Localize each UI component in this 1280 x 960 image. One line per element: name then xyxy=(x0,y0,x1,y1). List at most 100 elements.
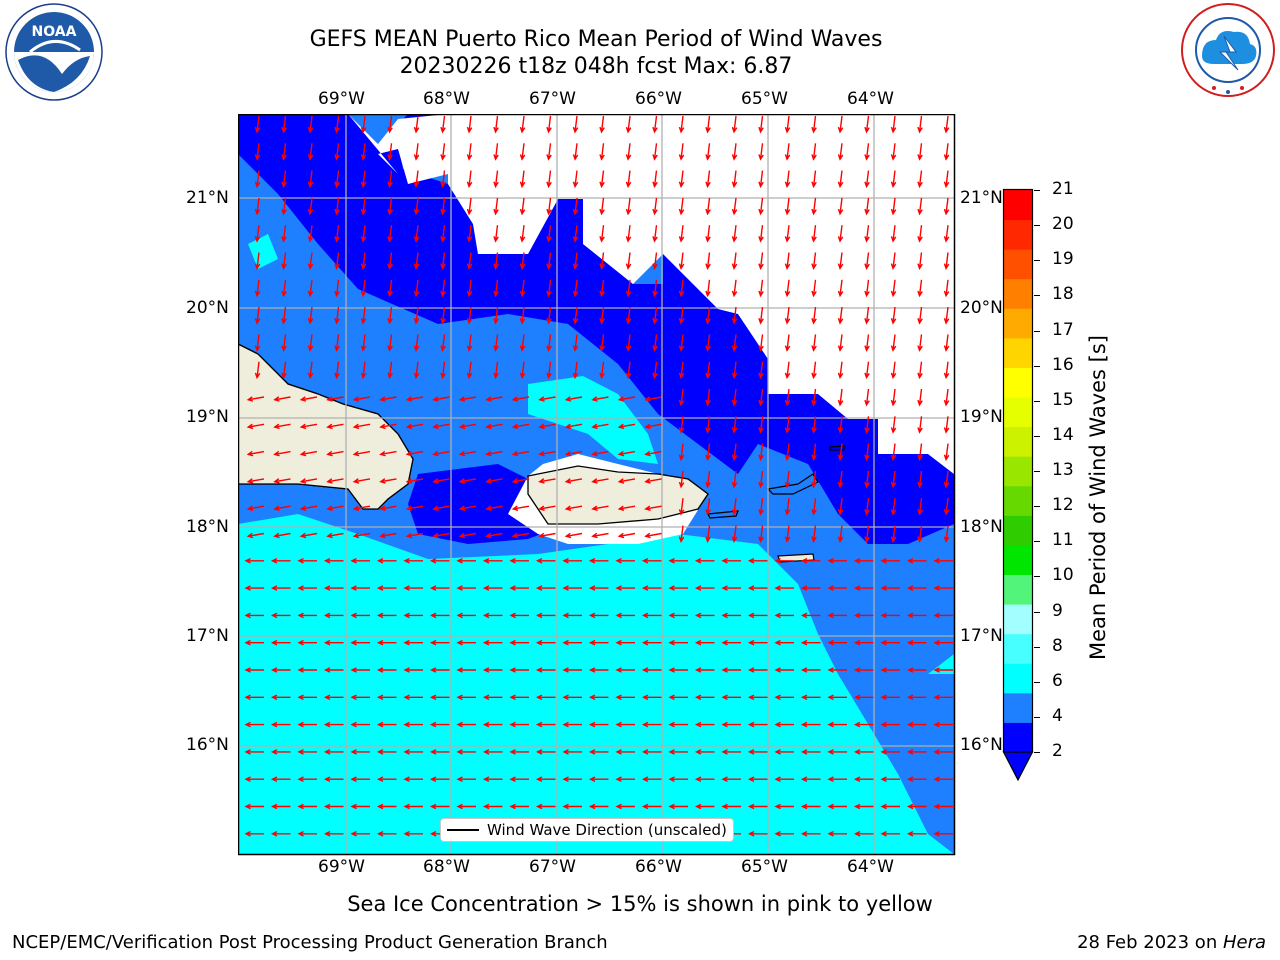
wind-arrow xyxy=(456,667,476,673)
wind-arrow xyxy=(694,749,715,755)
footer-date: 28 Feb 2023 on Hera xyxy=(1077,932,1266,954)
wind-arrow xyxy=(519,115,526,134)
wind-arrow xyxy=(270,557,291,564)
wind-arrow xyxy=(360,334,367,352)
wind-arrow xyxy=(837,197,844,216)
wind-arrow xyxy=(641,776,662,783)
wind-arrow xyxy=(323,612,344,619)
wind-arrow xyxy=(270,667,291,673)
lon-label-top-68: 68°W xyxy=(423,89,470,109)
wind-arrow xyxy=(880,667,900,673)
lat-label-left-20: 20°N xyxy=(186,298,229,318)
wind-arrow xyxy=(917,361,923,380)
wind-arrow xyxy=(625,361,632,380)
wind-arrow xyxy=(246,478,265,484)
wind-arrow xyxy=(538,396,556,402)
wind-arrow xyxy=(591,423,609,430)
colorbar-tick-label: 10 xyxy=(1052,565,1074,586)
wind-arrow xyxy=(588,612,609,619)
wind-arrow xyxy=(599,361,605,380)
wind-arrow xyxy=(350,721,370,728)
wind-arrow xyxy=(270,776,291,783)
wind-arrow xyxy=(731,470,738,489)
wind-arrow xyxy=(943,115,950,134)
wind-arrow xyxy=(617,450,636,457)
wind-arrow xyxy=(440,115,446,134)
wind-arrow xyxy=(837,443,844,462)
colorbar-swatch xyxy=(1004,544,1032,576)
wind-arrow xyxy=(933,830,953,837)
wind-arrow xyxy=(837,279,844,298)
colorbar-swatch xyxy=(1004,604,1032,635)
wind-arrow xyxy=(827,721,847,728)
wind-arrow xyxy=(281,225,287,243)
wind-arrow xyxy=(694,667,715,673)
wind-arrow xyxy=(864,388,870,407)
wind-arrow xyxy=(721,612,741,619)
wind-arrow xyxy=(326,532,344,539)
noaa-logo-text: NOAA xyxy=(32,24,77,40)
wind-arrow xyxy=(588,639,609,646)
wind-arrow xyxy=(281,143,287,161)
wind-arrow xyxy=(943,252,950,270)
wind-arrow xyxy=(350,749,370,755)
wind-arrow xyxy=(482,639,503,646)
wind-arrow xyxy=(668,721,688,728)
colorbar-tick-label: 13 xyxy=(1052,460,1074,480)
wind-arrow xyxy=(432,450,450,457)
wind-arrow xyxy=(811,279,817,298)
wind-arrow xyxy=(705,361,711,380)
wind-arrow xyxy=(299,532,318,539)
wind-arrow xyxy=(376,776,397,783)
wind-arrow xyxy=(429,776,450,783)
wind-arrow xyxy=(350,776,370,783)
wind-arrow xyxy=(917,470,923,489)
wind-arrow xyxy=(244,585,264,591)
wind-arrow xyxy=(482,776,503,783)
wind-arrow xyxy=(297,612,317,619)
wind-arrow xyxy=(827,803,847,810)
wind-arrow xyxy=(299,478,318,484)
wind-arrow xyxy=(323,830,344,837)
wind-arrow xyxy=(519,307,526,325)
wind-arrow xyxy=(615,639,635,646)
wind-arrow xyxy=(800,612,821,619)
wind-arrow xyxy=(297,694,317,701)
wind-arrow xyxy=(297,639,317,646)
wind-arrow xyxy=(270,749,291,755)
wind-arrow xyxy=(615,694,635,701)
wind-arrow xyxy=(880,830,900,837)
wind-arrow xyxy=(758,334,764,352)
wind-arrow xyxy=(403,667,423,673)
wind-arrow xyxy=(933,667,953,673)
wind-arrow xyxy=(254,170,261,189)
wind-arrow xyxy=(588,776,609,783)
wind-arrow xyxy=(334,334,340,352)
wind-arrow xyxy=(588,749,609,755)
wind-arrow xyxy=(837,361,844,380)
wind-arrow xyxy=(617,423,636,430)
wind-arrow xyxy=(546,197,552,216)
wind-arrow xyxy=(800,639,821,646)
wind-arrow xyxy=(456,749,476,755)
wind-arrow xyxy=(599,334,605,352)
wind-arrow xyxy=(705,225,711,243)
wind-arrow xyxy=(281,115,287,134)
wind-arrow xyxy=(933,585,953,591)
wind-arrow xyxy=(440,143,446,161)
colorbar-swatch xyxy=(1004,722,1032,753)
wind-arrow xyxy=(387,115,393,134)
wind-arrow xyxy=(864,470,870,489)
wind-arrow xyxy=(774,721,794,728)
wind-arrow xyxy=(864,498,870,516)
wind-arrow xyxy=(747,721,768,728)
wind-arrow xyxy=(811,115,817,134)
wind-arrow xyxy=(652,170,658,189)
wind-arrow xyxy=(572,334,579,352)
wind-arrow xyxy=(617,478,636,484)
colorbar-tick-mark xyxy=(1034,225,1040,227)
colorbar-swatch xyxy=(1004,308,1032,339)
wind-arrow xyxy=(853,667,874,673)
wind-arrow xyxy=(466,252,473,270)
colorbar-tick-label: 21 xyxy=(1052,179,1074,199)
